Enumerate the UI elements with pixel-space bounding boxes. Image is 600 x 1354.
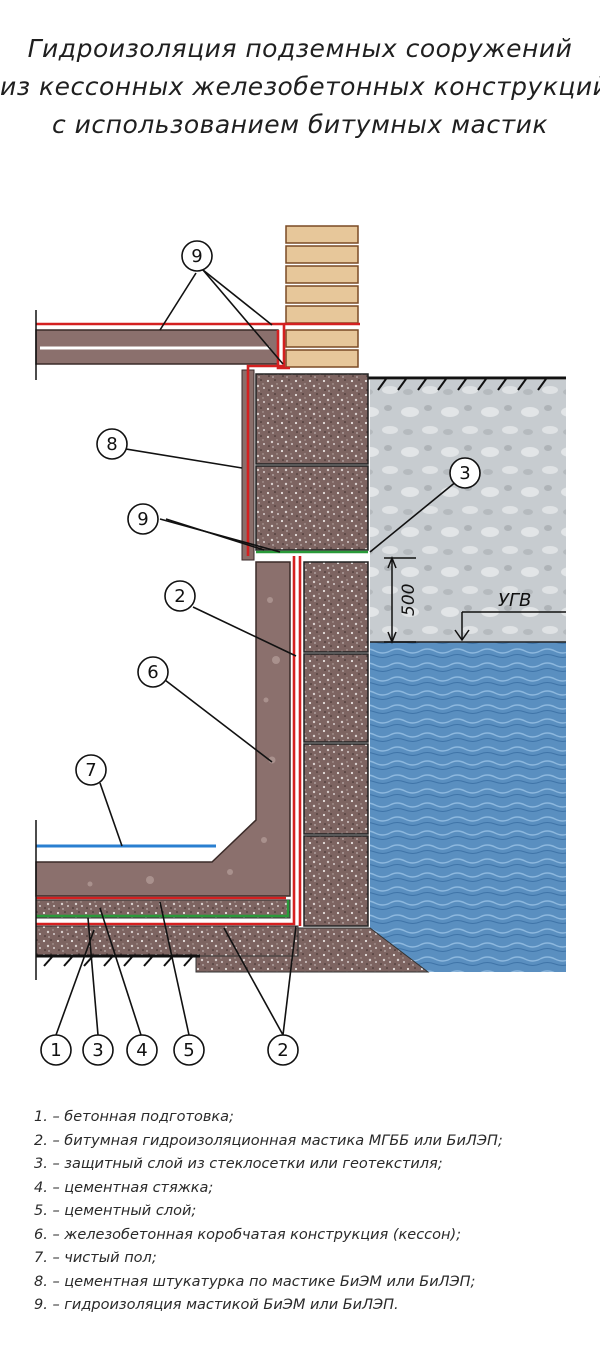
dimension-label: 500 bbox=[399, 584, 419, 616]
callout-1-bottom: 1 bbox=[40, 1034, 72, 1066]
mastic-waterproofing bbox=[36, 322, 360, 926]
legend-item-7: 7. – чистый пол; bbox=[34, 1250, 157, 1266]
svg-text:8: 8 bbox=[106, 434, 117, 455]
callout-4-bottom: 4 bbox=[126, 1034, 158, 1066]
leader-lines bbox=[55, 269, 464, 1036]
title-line-3: с использованием битумных мастик bbox=[51, 110, 548, 139]
legend-item-5: 5. – цементный слой; bbox=[34, 1203, 197, 1219]
svg-text:1: 1 bbox=[50, 1040, 61, 1061]
legend-item-8: 8. – цементная штукатурка по мастике БиЭ… bbox=[34, 1273, 476, 1290]
diagram-title: Гидроизоляция подземных сооружений из ке… bbox=[0, 30, 600, 144]
caisson-texture bbox=[87, 597, 280, 887]
brick-column bbox=[285, 225, 359, 368]
svg-text:4: 4 bbox=[136, 1040, 147, 1061]
svg-text:7: 7 bbox=[85, 760, 96, 781]
legend-item-2: 2. – битумная гидроизоляционная мастика … bbox=[34, 1132, 503, 1149]
callout-5-bottom: 5 bbox=[173, 1034, 205, 1066]
svg-text:9: 9 bbox=[137, 509, 148, 530]
svg-text:2: 2 bbox=[277, 1040, 288, 1061]
callout-3-right: 3 bbox=[449, 457, 481, 489]
groundwater-region bbox=[370, 642, 566, 972]
callout-6: 6 bbox=[137, 656, 169, 688]
legend-item-3: 3. – защитный слой из стеклосетки или ге… bbox=[34, 1156, 443, 1172]
legend-item-9: 9. – гидроизоляция мастикой БиЭМ или БиЛ… bbox=[34, 1297, 399, 1313]
geotextile-layer bbox=[36, 550, 368, 918]
waterproofing-section-diagram: 500 УГВ 9 8 bbox=[35, 225, 566, 1066]
svg-text:5: 5 bbox=[183, 1040, 194, 1061]
svg-text:3: 3 bbox=[459, 463, 470, 484]
title-line-1: Гидроизоляция подземных сооружений bbox=[27, 34, 573, 63]
callout-9-top: 9 bbox=[181, 240, 213, 272]
water-level-marker bbox=[454, 611, 566, 642]
callout-2-bottom: 2 bbox=[267, 1034, 299, 1066]
callout-8: 8 bbox=[96, 428, 128, 460]
callout-7: 7 bbox=[75, 754, 107, 786]
soil-region bbox=[370, 380, 566, 642]
svg-text:9: 9 bbox=[191, 246, 202, 267]
callouts: 9 8 9 3 2 6 7 1 bbox=[40, 240, 481, 1066]
callout-3-bottom: 3 bbox=[82, 1034, 114, 1066]
legend-item-6: 6. – железобетонная коробчатая конструкц… bbox=[34, 1226, 462, 1243]
legend-item-1: 1. – бетонная подготовка; bbox=[34, 1109, 234, 1125]
dimension-500 bbox=[384, 555, 416, 645]
base-hatching bbox=[43, 956, 193, 967]
svg-text:3: 3 bbox=[92, 1040, 103, 1061]
callout-9-mid: 9 bbox=[127, 503, 159, 535]
legend-item-4: 4. – цементная стяжка; bbox=[34, 1179, 214, 1196]
ground-hatching bbox=[377, 378, 547, 391]
outer-wall-blocks bbox=[255, 373, 369, 927]
title-line-2: из кессонных железобетонных конструкций bbox=[0, 72, 600, 101]
water-level-label: УГВ bbox=[498, 590, 531, 611]
callout-2-mid: 2 bbox=[164, 580, 196, 612]
svg-text:2: 2 bbox=[174, 586, 185, 607]
svg-text:6: 6 bbox=[147, 662, 158, 683]
legend: 1. – бетонная подготовка; 2. – битумная … bbox=[34, 1106, 594, 1318]
